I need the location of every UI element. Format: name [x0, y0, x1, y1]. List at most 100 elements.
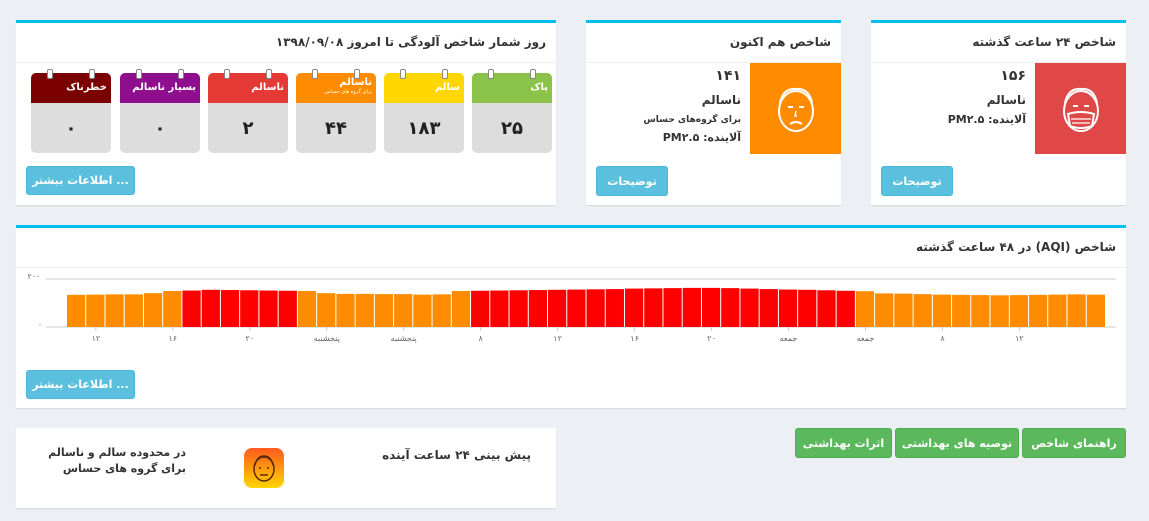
- aqi-bar: [971, 295, 990, 327]
- countdown-card: ناسالم ۲: [208, 69, 288, 153]
- aqi-bar: [913, 294, 932, 327]
- countdown-card-label: پاک: [472, 69, 552, 103]
- countdown-card-label-text: پاک: [530, 82, 548, 93]
- aqi-bars: [46, 278, 1116, 331]
- aqi-bar: [220, 290, 240, 327]
- aqi-bar: [509, 290, 528, 327]
- aqi-bar: [624, 288, 644, 327]
- countdown-card-label: ناسالم: [208, 69, 288, 103]
- countdown-card-sub: برای گروه های حساس: [324, 89, 372, 95]
- aqi-bar: [894, 293, 913, 327]
- aqi-bar: [1029, 294, 1048, 327]
- forecast-face: [244, 448, 284, 488]
- aqi-bar: [567, 289, 586, 327]
- aqi-bar: [798, 289, 817, 327]
- forecast-title: پیش بینی ۲۴ ساعت آینده: [382, 448, 531, 462]
- aqi-bar: [259, 290, 278, 327]
- x-tick-label: پنجشنبه: [390, 334, 417, 343]
- aqi-bar: [1048, 294, 1067, 327]
- countdown-title: روز شمار شاخص آلودگی تا امروز ۱۳۹۸/۰۹/۰۸: [16, 23, 556, 63]
- aqi-bar: [855, 291, 875, 327]
- aqi-bar: [317, 293, 336, 327]
- countdown-card-label-text: خطرناک: [66, 82, 107, 93]
- x-tick-label: ۱۶: [168, 334, 178, 343]
- countdown-card-label-text: بسیار ناسالم: [132, 82, 196, 93]
- aqi-bar: [701, 287, 721, 327]
- countdown-card-label-text: ناسالم: [339, 77, 372, 88]
- x-tick-label: ۲۰: [245, 334, 255, 343]
- countdown-card-value: ۰: [65, 117, 77, 139]
- x-tick-label: پنجشنبه: [313, 334, 340, 343]
- aqi-bar: [1086, 294, 1105, 327]
- countdown-card-label: بسیار ناسالم: [120, 69, 200, 103]
- index-guide-button[interactable]: راهنمای شاخص: [1022, 428, 1126, 458]
- aqi-bar: [163, 291, 182, 327]
- countdown-card-value: ۴۴: [325, 117, 347, 139]
- sad-face-icon: [777, 87, 814, 132]
- aqi-bar: [201, 289, 220, 327]
- aqi-bar: [143, 293, 163, 327]
- now-index-group: برای گروه‌های حساس: [643, 115, 741, 125]
- x-tick-label: جمعه: [856, 334, 875, 343]
- now-index-pollutant: آلاینده: PM۲.۵: [662, 131, 741, 144]
- x-tick-label: ۱۲: [1015, 334, 1024, 343]
- aqi-bar: [528, 290, 548, 327]
- aqi-bar: [413, 294, 432, 327]
- aqi-bar: [990, 295, 1009, 327]
- x-tick-label: جمعه: [779, 334, 798, 343]
- aqi-bar: [374, 294, 394, 327]
- aqi-bar: [297, 291, 317, 327]
- aqi-bar: [605, 289, 624, 327]
- forecast-panel: پیش بینی ۲۴ ساعت آینده در محدوده سالم و …: [16, 428, 556, 508]
- aqi-bar: [740, 288, 759, 327]
- x-tick-label: ۱۶: [630, 334, 639, 343]
- aqi-bar: [182, 290, 201, 327]
- aqi-bar: [86, 294, 105, 327]
- aqi-bar: [663, 288, 682, 327]
- aqi-bar: [952, 294, 971, 327]
- countdown-panel: روز شمار شاخص آلودگی تا امروز ۱۳۹۸/۰۹/۰۸…: [16, 20, 556, 205]
- countdown-more-button[interactable]: اطلاعات بیشتر ...: [26, 166, 135, 195]
- aqi-bar: [432, 294, 451, 327]
- aqi-bar: [778, 289, 798, 327]
- aqi-chart: ۲۰۰ ۰ ۱۲ ۱۶ ۲۰ پنجشنبه پنجشنبه ۸ ۱۲ ۱۶ ۲۰ جمعه جمع…: [16, 268, 1126, 348]
- countdown-card: ناسالم برای گروه های حساس ۴۴: [296, 69, 376, 153]
- aqi-bar: [932, 294, 952, 327]
- aqi-bar: [1067, 294, 1086, 327]
- forecast-desc-line2: برای گروه های حساس: [62, 462, 186, 475]
- now-index-face: [750, 63, 841, 154]
- aqi-bar: [586, 289, 605, 327]
- aqi-chart-panel: شاخص (AQI) در ۴۸ ساعت گذشته ۲۰۰ ۰ ۱۲ ۱۶ ۲۰…: [16, 225, 1126, 408]
- forecast-desc-line1: در محدوده سالم و ناسالم: [48, 446, 186, 459]
- aqi-bar: [1009, 295, 1029, 327]
- countdown-card-value: ۲: [242, 117, 254, 139]
- now-index-status: ناسالم: [701, 93, 741, 107]
- aqi-chart-title: شاخص (AQI) در ۴۸ ساعت گذشته: [16, 228, 1126, 268]
- health-advice-button[interactable]: توصیه های بهداشتی: [895, 428, 1019, 458]
- day-index-info-button[interactable]: توضیحات: [881, 166, 953, 196]
- countdown-card: بسیار ناسالم ۰: [120, 69, 200, 153]
- aqi-bar: [548, 289, 567, 327]
- now-index-info-button[interactable]: توضیحات: [596, 166, 668, 196]
- day-index-value: ۱۵۶: [1000, 68, 1026, 84]
- x-tick-label: ۲۰: [707, 334, 716, 343]
- countdown-card: خطرناک ۰: [31, 69, 111, 153]
- aqi-bar: [67, 294, 86, 327]
- day-index-title: شاخص ۲۴ ساعت گذشته: [871, 23, 1126, 63]
- face-icon: [253, 455, 275, 482]
- countdown-card-value: ۲۵: [501, 117, 523, 139]
- x-tick-label: ۸: [478, 334, 483, 343]
- x-tick-label: ۱۲: [553, 334, 562, 343]
- y-tick-label: ۰: [37, 320, 43, 329]
- aqi-bar: [490, 290, 509, 327]
- aqi-bar: [644, 288, 663, 327]
- aqi-bar: [336, 293, 355, 327]
- chart-more-button[interactable]: اطلاعات بیشتر ...: [26, 370, 135, 399]
- now-index-value: ۱۴۱: [715, 68, 741, 84]
- aqi-bar: [355, 293, 374, 327]
- countdown-card: سالم ۱۸۳: [384, 69, 464, 153]
- aqi-bar: [471, 290, 490, 327]
- countdown-card-label: ناسالم برای گروه های حساس: [296, 69, 376, 103]
- x-tick-label: ۸: [940, 334, 945, 343]
- health-effects-button[interactable]: اثرات بهداشتی: [795, 428, 892, 458]
